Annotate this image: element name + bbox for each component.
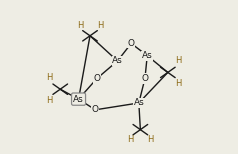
- Text: O: O: [128, 39, 135, 48]
- Text: H: H: [175, 79, 182, 88]
- Text: H: H: [147, 135, 154, 144]
- Text: As: As: [134, 98, 144, 107]
- Text: As: As: [73, 95, 84, 104]
- Text: H: H: [77, 21, 83, 30]
- Text: H: H: [46, 96, 53, 105]
- Text: H: H: [97, 21, 103, 30]
- Text: O: O: [141, 74, 149, 83]
- Text: H: H: [127, 135, 134, 144]
- Text: O: O: [92, 105, 99, 114]
- Text: As: As: [142, 51, 153, 60]
- Text: As: As: [112, 57, 123, 65]
- Text: H: H: [175, 57, 182, 65]
- Text: H: H: [46, 73, 53, 82]
- Text: O: O: [93, 74, 100, 83]
